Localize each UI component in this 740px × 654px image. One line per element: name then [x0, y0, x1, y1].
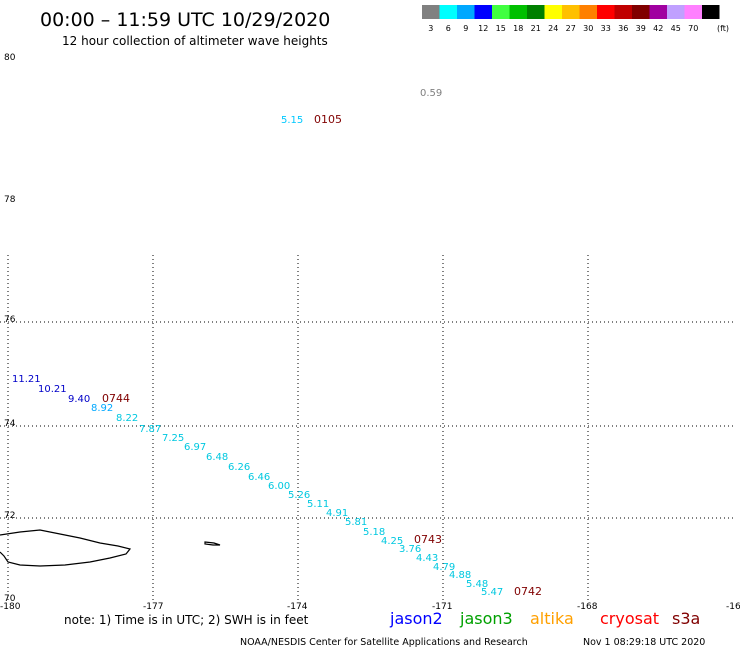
wave-height-value: 5.26: [288, 490, 310, 501]
legend-label: 6: [446, 24, 451, 33]
satellite-name: cryosat: [600, 609, 659, 628]
herald-island-coastline: [204, 541, 221, 546]
lat-label: 76: [4, 315, 16, 325]
legend-swatch: [649, 5, 667, 19]
legend-label: 36: [618, 24, 628, 33]
pass-time-label: 0743: [414, 533, 442, 546]
legend-label: 15: [496, 24, 506, 33]
wave-height-value: 5.18: [363, 527, 385, 538]
legend-label: 42: [653, 24, 663, 33]
lat-label: 72: [4, 511, 15, 521]
legend-label: 45: [671, 24, 681, 33]
wave-height-value: 5.48: [466, 579, 488, 590]
legend-label: 18: [513, 24, 523, 33]
legend-swatch: [597, 5, 615, 19]
legend-swatch: [492, 5, 510, 19]
lon-label: -177: [143, 602, 163, 612]
satellite-name: altika: [530, 609, 574, 628]
legend-swatch: [422, 5, 440, 19]
wave-height-value: 7.25: [162, 433, 184, 444]
legend-swatch: [614, 5, 632, 19]
wave-height-value: 6.46: [248, 472, 270, 483]
pass-time-label: 0105: [314, 113, 342, 126]
wave-height-value: 6.26: [228, 462, 250, 473]
legend-swatch: [667, 5, 685, 19]
wave-height-value: 4.43: [416, 553, 438, 564]
wave-height-value: 5.81: [345, 517, 367, 528]
wave-height-value: 5.15: [281, 115, 303, 126]
legend-swatch: [544, 5, 562, 19]
legend-label: 39: [636, 24, 646, 33]
legend-swatch: [579, 5, 597, 19]
legend-swatch: [457, 5, 475, 19]
generated-timestamp: Nov 1 08:29:18 UTC 2020: [583, 637, 705, 648]
legend-label: 70: [688, 24, 698, 33]
legend-swatch: [474, 5, 492, 19]
lat-label: 80: [4, 53, 16, 63]
lon-label: -16: [726, 602, 740, 612]
pass-time-label: 0742: [514, 585, 542, 598]
legend-label: 3: [428, 24, 433, 33]
legend-swatch: [509, 5, 527, 19]
legend-label: 30: [583, 24, 593, 33]
wave-height-value: 3.76: [399, 544, 421, 555]
wave-height-value: 11.21: [12, 374, 41, 385]
wave-height-value: 6.97: [184, 442, 206, 453]
satellite-name: s3a: [672, 609, 700, 628]
map-title: 00:00 – 11:59 UTC 10/29/2020: [40, 9, 330, 31]
satellite-legend: jason2 jason3 altika cryosat s3a: [389, 609, 700, 628]
lat-label: 74: [4, 419, 16, 429]
legend-label: 24: [548, 24, 558, 33]
wave-height-value: 4.79: [433, 562, 455, 573]
wave-height-value: 5.11: [307, 499, 329, 510]
lon-label: -180: [0, 602, 21, 612]
legend-swatch: [439, 5, 457, 19]
pass-time-label: 0744: [102, 392, 130, 405]
lat-label: 78: [4, 195, 16, 205]
credit-text: NOAA/NESDIS Center for Satellite Applica…: [240, 637, 528, 648]
legend-swatch: [702, 5, 720, 19]
wave-height-value: 9.40: [68, 394, 90, 405]
wave-height-color-legend: 3 6 9 12 15 18 21 24 27 30 33 36 39 42 45 70 (ft): [422, 5, 729, 33]
legend-swatch: [632, 5, 650, 19]
satellite-name: jason2: [389, 609, 443, 628]
legend-label: 21: [531, 24, 541, 33]
lon-label: -171: [432, 602, 452, 612]
legend-label: 33: [601, 24, 611, 33]
wave-height-value: 10.21: [38, 384, 67, 395]
wave-height-value: 8.22: [116, 413, 138, 424]
wave-height-labels: 0.595.1511.2110.219.408.928.227.877.256.…: [12, 88, 503, 598]
legend-swatch: [527, 5, 545, 19]
wave-height-value: 4.25: [381, 536, 403, 547]
wave-height-value: 4.91: [326, 508, 348, 519]
legend-label: 9: [463, 24, 468, 33]
graticule: [0, 255, 736, 600]
map-subtitle: 12 hour collection of altimeter wave hei…: [62, 34, 328, 48]
legend-swatch: [562, 5, 580, 19]
wave-height-value: 5.47: [481, 587, 503, 598]
lat-label: 70: [4, 594, 16, 604]
legend-unit: (ft): [717, 24, 729, 33]
legend-swatch: [684, 5, 702, 19]
footer-note: note: 1) Time is in UTC; 2) SWH is in fe…: [64, 613, 309, 627]
wrangel-island-coastline: [0, 529, 132, 567]
lon-label: -168: [577, 602, 598, 612]
lon-label: -174: [287, 602, 308, 612]
wave-height-value: 8.92: [91, 403, 113, 414]
satellite-name: jason3: [459, 609, 513, 628]
legend-label: 27: [566, 24, 576, 33]
wave-height-value: 6.48: [206, 452, 228, 463]
wave-height-value: 6.00: [268, 481, 290, 492]
legend-label: 12: [478, 24, 488, 33]
wave-height-value: 7.87: [139, 424, 161, 435]
wave-height-value: 0.59: [420, 88, 442, 99]
wave-height-value: 4.88: [449, 570, 471, 581]
coastline: [0, 529, 221, 567]
